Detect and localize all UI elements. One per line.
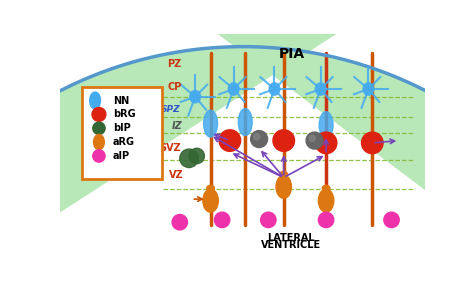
Text: VZ: VZ bbox=[169, 170, 184, 180]
Circle shape bbox=[93, 150, 105, 162]
Ellipse shape bbox=[280, 171, 288, 178]
Ellipse shape bbox=[93, 134, 104, 150]
Circle shape bbox=[189, 148, 204, 164]
Text: PIA: PIA bbox=[278, 47, 304, 61]
Ellipse shape bbox=[228, 83, 239, 95]
Text: bIP: bIP bbox=[113, 123, 130, 133]
Circle shape bbox=[319, 212, 334, 228]
Circle shape bbox=[384, 212, 399, 228]
Ellipse shape bbox=[207, 185, 214, 191]
Circle shape bbox=[180, 149, 198, 168]
Circle shape bbox=[261, 212, 276, 228]
Circle shape bbox=[306, 132, 323, 149]
Ellipse shape bbox=[238, 109, 252, 136]
Ellipse shape bbox=[90, 92, 100, 109]
Text: SPZ: SPZ bbox=[161, 105, 181, 114]
Ellipse shape bbox=[363, 83, 374, 95]
Ellipse shape bbox=[203, 189, 219, 212]
Text: aRG: aRG bbox=[113, 137, 135, 147]
Ellipse shape bbox=[319, 189, 334, 212]
Text: PZ: PZ bbox=[167, 59, 182, 69]
Circle shape bbox=[172, 214, 188, 230]
Circle shape bbox=[315, 132, 337, 154]
Circle shape bbox=[273, 130, 294, 151]
Circle shape bbox=[251, 131, 267, 148]
Text: LATERAL: LATERAL bbox=[268, 233, 315, 243]
Circle shape bbox=[92, 108, 106, 121]
Text: IZ: IZ bbox=[171, 121, 182, 131]
Text: SVZ: SVZ bbox=[160, 143, 182, 153]
Text: alP: alP bbox=[113, 151, 130, 161]
Text: NN: NN bbox=[113, 96, 129, 106]
Ellipse shape bbox=[269, 83, 280, 95]
Ellipse shape bbox=[204, 110, 218, 137]
Ellipse shape bbox=[322, 185, 330, 191]
Circle shape bbox=[254, 134, 260, 140]
Ellipse shape bbox=[190, 91, 201, 103]
Ellipse shape bbox=[315, 83, 326, 95]
Text: CP: CP bbox=[167, 82, 182, 92]
FancyBboxPatch shape bbox=[82, 88, 162, 179]
Circle shape bbox=[214, 212, 230, 228]
Text: bRG: bRG bbox=[113, 110, 136, 119]
Circle shape bbox=[362, 132, 383, 154]
Ellipse shape bbox=[276, 175, 292, 198]
Circle shape bbox=[93, 122, 105, 134]
Circle shape bbox=[219, 130, 241, 151]
Circle shape bbox=[309, 135, 315, 141]
Ellipse shape bbox=[319, 112, 333, 139]
Text: VENTRICLE: VENTRICLE bbox=[261, 240, 321, 250]
